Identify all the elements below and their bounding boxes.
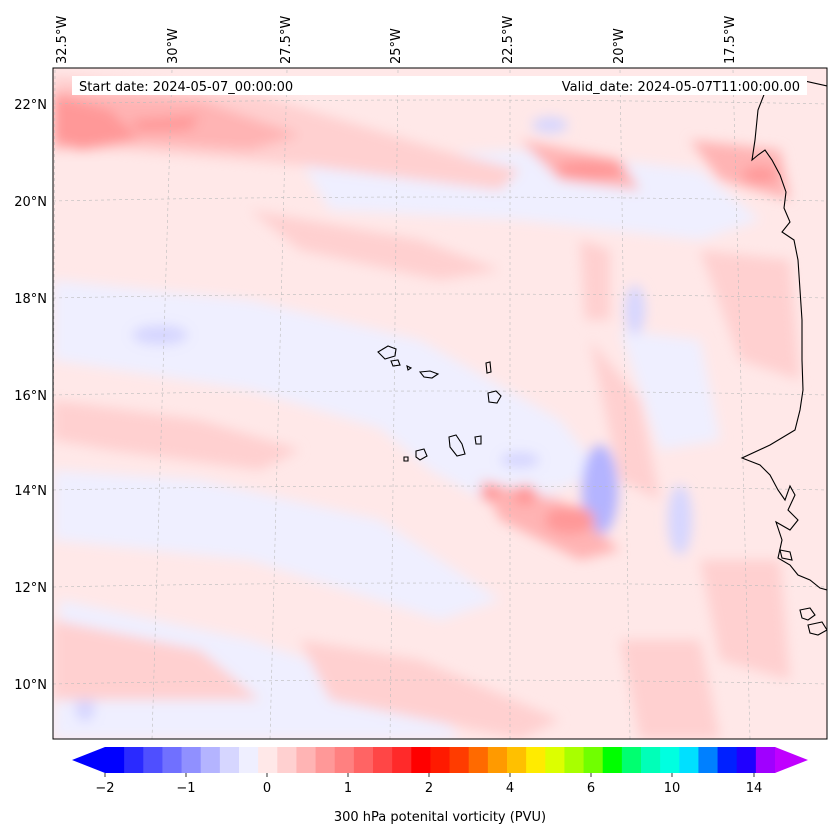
date-header: Start date: 2024-05-07_00:00:00 Valid_da…	[72, 76, 807, 95]
colorbar-tick-label: 2	[425, 781, 433, 796]
island-sao-nicolau	[418, 370, 440, 379]
lat-label: 16°N	[14, 389, 47, 404]
island-santiago	[448, 434, 466, 457]
colorbar-cells	[105, 747, 776, 773]
colorbar-cell	[430, 747, 450, 773]
island-sao-vicente	[390, 359, 401, 367]
colorbar-cell	[717, 747, 738, 773]
lon-label: 30°W	[166, 28, 181, 64]
island-fogo	[415, 448, 428, 461]
longitude-labels: 32.5°W 30°W 27.5°W 25°W 22.5°W 20°W 17.5…	[55, 16, 738, 64]
colorbar-extend-max	[775, 747, 808, 773]
colorbar-tick-label: 6	[587, 781, 595, 796]
lon-label: 20°W	[612, 28, 627, 64]
african-coastline	[740, 79, 827, 591]
colorbar-cell	[105, 747, 125, 773]
colorbar-cell	[258, 747, 278, 773]
map-frame	[52, 67, 828, 740]
island-boa-vista	[487, 390, 502, 404]
colorbar-cell	[641, 747, 661, 773]
lon-label: 25°W	[389, 28, 404, 64]
colorbar-cell	[621, 747, 642, 773]
date-header-background	[72, 76, 807, 95]
colorbar-ticks	[104, 773, 755, 777]
colorbar-cell	[698, 747, 718, 773]
colorbar-tick-label: −2	[95, 781, 114, 796]
colorbar-tick-label: 10	[664, 781, 681, 796]
lat-label: 14°N	[14, 484, 47, 499]
colorbar-tick-label: 4	[506, 781, 514, 796]
island-santo-antao	[377, 345, 397, 360]
colorbar-cell	[583, 747, 604, 773]
colorbar-cell	[162, 747, 182, 773]
colorbar-cell	[545, 747, 565, 773]
colorbar-cell	[660, 747, 680, 773]
colorbar-tick-labels: −2 −1 0 1 2 4 6 10 14	[95, 781, 762, 796]
lat-label: 22°N	[14, 98, 47, 113]
lon-label: 27.5°W	[279, 16, 294, 64]
colorbar-cell	[526, 747, 546, 773]
lat-label: 12°N	[14, 581, 47, 596]
colorbar-cell	[124, 747, 144, 773]
map-panel[interactable]	[52, 68, 827, 739]
lon-label: 17.5°W	[723, 16, 738, 64]
colorbar-tick-label: 0	[263, 781, 271, 796]
lat-label: 20°N	[14, 195, 47, 210]
colorbar-cell	[200, 747, 221, 773]
lat-label: 18°N	[14, 292, 47, 307]
island-brava	[403, 456, 409, 462]
island-small	[406, 364, 413, 371]
colorbar-cell	[219, 747, 240, 773]
colorbar-cell	[239, 747, 259, 773]
gridlines	[53, 69, 827, 739]
colorbar-title: 300 hPa potenital vorticity (PVU)	[334, 810, 546, 825]
colorbar-cell	[449, 747, 470, 773]
lat-label: 10°N	[14, 678, 47, 693]
colorbar-cell	[334, 747, 355, 773]
colorbar-cell	[564, 747, 584, 773]
colorbar-cell	[411, 747, 431, 773]
colorbar-tick-label: 1	[344, 781, 352, 796]
start-date-label: Start date: 2024-05-07_00:00:00	[79, 80, 293, 95]
lon-label: 32.5°W	[55, 16, 70, 64]
island-maio	[474, 435, 482, 445]
colorbar-cell	[353, 747, 374, 773]
colorbar-cell	[679, 747, 699, 773]
colorbar-cell	[373, 747, 393, 773]
island-sal	[485, 361, 492, 374]
colorbar-cell	[487, 747, 508, 773]
colorbar-cell	[468, 747, 489, 773]
colorbar-cell	[143, 747, 163, 773]
colorbar-cell	[602, 747, 623, 773]
latitude-labels: 22°N 20°N 18°N 16°N 14°N 12°N 10°N	[14, 98, 47, 693]
colorbar: −2 −1 0 1 2 4 6 10 14 300 hPa potenital …	[72, 747, 808, 825]
colorbar-cell	[315, 747, 336, 773]
colorbar-cell	[181, 747, 202, 773]
valid-date-label: Valid_date: 2024-05-07T11:00:00.00	[562, 80, 800, 95]
coastlines	[377, 79, 827, 636]
colorbar-tick-label: −1	[176, 781, 195, 796]
colorbar-cell	[507, 747, 527, 773]
lon-label: 22.5°W	[501, 16, 516, 64]
colorbar-cell	[392, 747, 412, 773]
colorbar-cell	[755, 747, 776, 773]
colorbar-tick-label: 14	[746, 781, 763, 796]
colorbar-cell	[277, 747, 297, 773]
colorbar-cell	[736, 747, 757, 773]
colorbar-extend-min	[72, 747, 105, 773]
colorbar-cell	[296, 747, 316, 773]
